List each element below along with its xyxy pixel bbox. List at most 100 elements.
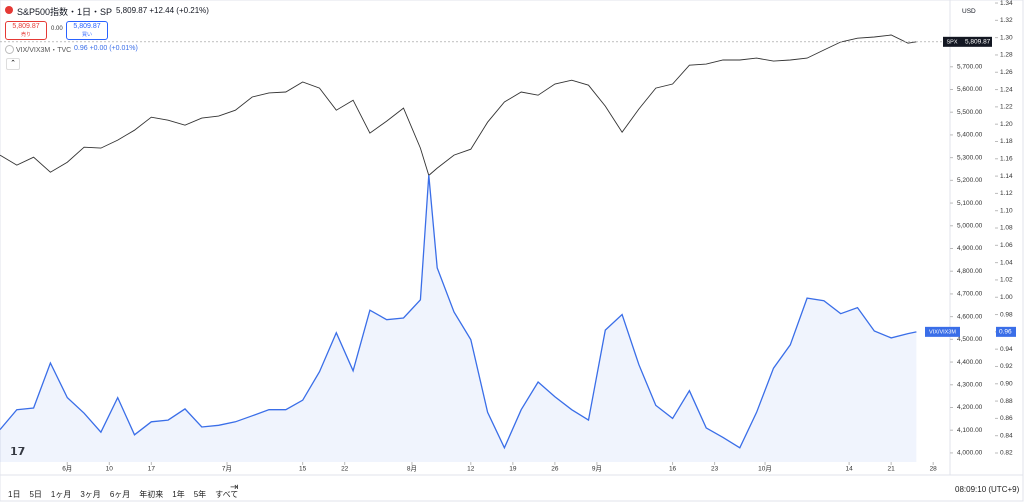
range-button[interactable]: 年初来 bbox=[139, 490, 164, 499]
quote: 5,809.87 +12.44 (+0.21%) bbox=[116, 6, 209, 15]
x-tick-label: 12 bbox=[467, 466, 475, 473]
value-tag-label: 0.96 bbox=[999, 329, 1012, 336]
indicator-name[interactable]: VIX/VIX3M・TVC bbox=[16, 47, 72, 54]
value-tag bbox=[996, 326, 1016, 337]
indicator-icon bbox=[5, 45, 14, 54]
y2-tick-label: 0.92 bbox=[1000, 363, 1013, 370]
y2-tick-label: 0.98 bbox=[1000, 311, 1013, 318]
range-button[interactable]: 5日 bbox=[29, 490, 42, 499]
y2-tick-label: 0.88 bbox=[1000, 398, 1013, 405]
y2-tick-label: 1.34 bbox=[1000, 0, 1013, 7]
y-tick-label: 5,100.00 bbox=[957, 200, 983, 207]
indicator-value: 0.96 +0.00 (+0.01%) bbox=[74, 45, 138, 52]
y-tick-label: 5,600.00 bbox=[957, 86, 983, 93]
range-button[interactable]: 1日 bbox=[8, 490, 21, 499]
sell-label: 売り bbox=[20, 32, 31, 38]
date-range-icon[interactable]: ⇥ bbox=[230, 482, 239, 493]
y-tick-label: 5,300.00 bbox=[957, 154, 983, 161]
y-tick-label: 4,400.00 bbox=[957, 359, 983, 366]
price-tag bbox=[962, 36, 992, 47]
y2-tick-label: 1.02 bbox=[1000, 277, 1013, 284]
buy-button[interactable]: 5,809.87 買い bbox=[66, 21, 108, 40]
range-button[interactable]: 3ヶ月 bbox=[80, 490, 101, 499]
y-tick-label: 5,500.00 bbox=[957, 109, 983, 116]
x-tick-label: 19 bbox=[509, 466, 517, 473]
y2-tick-label: 1.04 bbox=[1000, 259, 1013, 266]
y2-tick-label: 1.28 bbox=[1000, 52, 1013, 59]
range-button[interactable]: 5年 bbox=[193, 490, 207, 499]
x-tick-label: 10月 bbox=[758, 465, 772, 473]
series-line bbox=[0, 175, 917, 450]
buy-price: 5,809.87 bbox=[73, 23, 101, 30]
x-tick-label: 15 bbox=[299, 466, 307, 473]
x-tick-label: 28 bbox=[930, 466, 938, 473]
y2-tick-label: 1.30 bbox=[1000, 34, 1013, 41]
x-tick-label: 14 bbox=[845, 466, 853, 473]
y-tick-label: 5,700.00 bbox=[957, 63, 983, 70]
x-tick-label: 8月 bbox=[407, 465, 417, 473]
buy-label: 買い bbox=[81, 32, 92, 38]
y-tick-label: 5,400.00 bbox=[957, 132, 983, 139]
sell-button[interactable]: 5,809.87 売り bbox=[5, 21, 47, 40]
y2-tick-label: 1.24 bbox=[1000, 86, 1013, 93]
y2-tick-label: 0.84 bbox=[1000, 432, 1013, 439]
y2-tick-label: 1.16 bbox=[1000, 156, 1013, 163]
range-button[interactable]: 1年 bbox=[172, 490, 185, 499]
y2-tick-label: 1.08 bbox=[1000, 225, 1013, 232]
y2-tick-label: 1.32 bbox=[1000, 17, 1013, 24]
y-tick-label: 4,700.00 bbox=[957, 291, 983, 298]
y-tick-label: 5,200.00 bbox=[957, 177, 983, 184]
area-fill bbox=[0, 175, 917, 462]
clock: 08:09:10 (UTC+9) bbox=[955, 485, 1020, 494]
logo: 𝟭𝟳 bbox=[10, 446, 25, 458]
x-tick-label: 26 bbox=[551, 466, 559, 473]
y-tick-label: 4,900.00 bbox=[957, 245, 983, 252]
x-tick-label: 10 bbox=[106, 466, 114, 473]
spread: 0.00 bbox=[51, 26, 63, 32]
y-tick-label: 4,300.00 bbox=[957, 381, 983, 388]
y2-tick-label: 1.14 bbox=[1000, 173, 1013, 180]
y2-tick-label: 1.06 bbox=[1000, 242, 1013, 249]
series-line bbox=[0, 34, 917, 177]
y2-tick-label: 1.00 bbox=[1000, 294, 1013, 301]
y-tick-label: 4,600.00 bbox=[957, 313, 983, 320]
y-tick-label: 4,100.00 bbox=[957, 427, 983, 434]
y2-tick-label: 1.18 bbox=[1000, 138, 1013, 145]
y2-tick-label: 1.26 bbox=[1000, 69, 1013, 76]
y-tick-label: 4,000.00 bbox=[957, 450, 983, 457]
price-tag-label: 5,809.87 bbox=[965, 39, 991, 46]
x-tick-label: 7月 bbox=[222, 465, 232, 473]
y-tick-label: 4,500.00 bbox=[957, 336, 983, 343]
y-tick-label: 5,000.00 bbox=[957, 222, 983, 229]
y-tick-label: 4,800.00 bbox=[957, 268, 983, 275]
range-bar: 1日 5日 1ヶ月 3ヶ月 6ヶ月 年初来 1年 5年 すべて bbox=[8, 484, 247, 502]
x-tick-label: 21 bbox=[888, 466, 896, 473]
symbol-tag bbox=[925, 326, 960, 337]
range-button[interactable]: すべて bbox=[215, 490, 239, 499]
x-tick-label: 17 bbox=[148, 466, 156, 473]
x-tick-label: 16 bbox=[669, 466, 677, 473]
currency[interactable]: USD bbox=[962, 8, 976, 15]
y2-tick-label: 0.86 bbox=[1000, 415, 1013, 422]
x-tick-label: 6月 bbox=[62, 465, 72, 473]
y2-tick-label: 1.10 bbox=[1000, 207, 1013, 214]
y2-tick-label: 0.94 bbox=[1000, 346, 1013, 353]
range-button[interactable]: 1ヶ月 bbox=[50, 490, 72, 499]
collapse-button[interactable]: ⌃ bbox=[6, 58, 20, 70]
x-tick-label: 23 bbox=[711, 466, 719, 473]
sell-price: 5,809.87 bbox=[12, 23, 40, 30]
symbol-tag-label: VIX/VIX3M bbox=[929, 329, 956, 335]
y2-tick-label: 1.20 bbox=[1000, 121, 1013, 128]
x-tick-label: 22 bbox=[341, 466, 349, 473]
x-tick-label: 9月 bbox=[592, 465, 602, 473]
y-tick-label: 4,200.00 bbox=[957, 404, 983, 411]
range-button[interactable]: 6ヶ月 bbox=[109, 490, 131, 499]
y2-tick-label: 0.82 bbox=[1000, 450, 1013, 457]
y2-tick-label: 0.90 bbox=[1000, 380, 1013, 387]
y2-tick-label: 1.12 bbox=[1000, 190, 1013, 197]
y2-tick-label: 1.22 bbox=[1000, 104, 1013, 111]
symbol-title[interactable]: S&P500指数・1日・SP bbox=[17, 7, 113, 17]
